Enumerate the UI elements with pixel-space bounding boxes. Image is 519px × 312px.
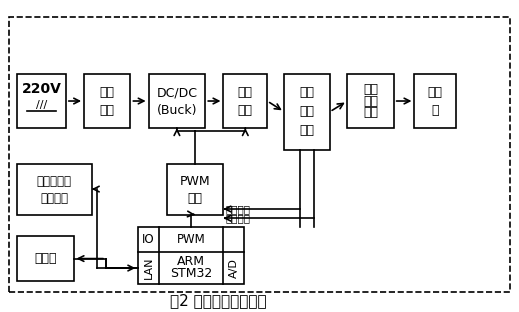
Bar (138, 227, 244, 284)
Text: 枪: 枪 (431, 104, 439, 117)
Text: （本机）: （本机） (40, 192, 69, 205)
Bar (17, 74, 66, 128)
Bar (223, 74, 267, 128)
Bar (84, 74, 130, 128)
Text: 电子: 电子 (428, 86, 443, 100)
Text: 全桥: 全桥 (238, 86, 253, 100)
Bar (347, 74, 394, 128)
Text: 图2 灯丝加热电源框图: 图2 灯丝加热电源框图 (170, 294, 267, 309)
Text: (Buck): (Buck) (157, 104, 197, 117)
Bar (17, 163, 92, 215)
Text: PWM: PWM (176, 233, 205, 246)
Text: IO: IO (142, 233, 155, 246)
Text: LAN: LAN (144, 257, 154, 279)
Text: DC/DC: DC/DC (156, 86, 197, 100)
Bar (17, 236, 74, 281)
Text: 高频: 高频 (363, 83, 378, 95)
Bar (148, 74, 206, 128)
Text: PWM: PWM (180, 175, 210, 188)
Text: 整流: 整流 (100, 104, 115, 117)
Text: 不控: 不控 (100, 86, 115, 100)
Text: 驱动: 驱动 (187, 192, 202, 205)
Bar (414, 74, 456, 128)
Text: 220V: 220V (21, 82, 61, 96)
Text: A/D: A/D (228, 258, 238, 278)
Text: STM32: STM32 (170, 266, 212, 280)
Text: 电流反馈: 电流反馈 (226, 213, 251, 223)
Text: 灯丝: 灯丝 (299, 86, 315, 100)
Text: 变换: 变换 (299, 124, 315, 137)
Text: 电压反馈: 电压反馈 (226, 204, 251, 214)
Text: 整流: 整流 (363, 95, 378, 108)
Text: 数码管显示: 数码管显示 (37, 175, 72, 188)
Bar (9, 17, 510, 292)
Text: ARM: ARM (177, 255, 205, 268)
Text: 上位机: 上位机 (34, 252, 57, 265)
Text: 电源: 电源 (299, 105, 315, 118)
Bar (167, 163, 223, 215)
Text: 滤波: 滤波 (363, 106, 378, 119)
Text: 逆变: 逆变 (238, 104, 253, 117)
Bar (284, 74, 330, 150)
Text: ///: /// (36, 100, 47, 110)
